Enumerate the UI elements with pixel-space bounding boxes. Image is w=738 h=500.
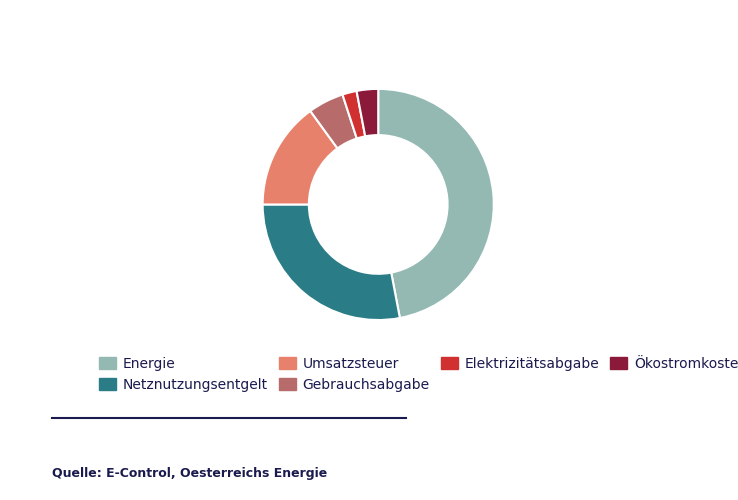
Wedge shape	[263, 111, 337, 204]
Wedge shape	[378, 89, 494, 318]
Wedge shape	[310, 94, 356, 148]
Legend: Energie, Netznutzungsentgelt, Umsatzsteuer, Gebrauchsabgabe, Elektrizitätsabgabe: Energie, Netznutzungsentgelt, Umsatzsteu…	[99, 356, 738, 392]
Wedge shape	[356, 89, 378, 136]
Wedge shape	[342, 91, 365, 138]
Wedge shape	[263, 204, 400, 320]
Text: Quelle: E-Control, Oesterreichs Energie: Quelle: E-Control, Oesterreichs Energie	[52, 467, 327, 480]
